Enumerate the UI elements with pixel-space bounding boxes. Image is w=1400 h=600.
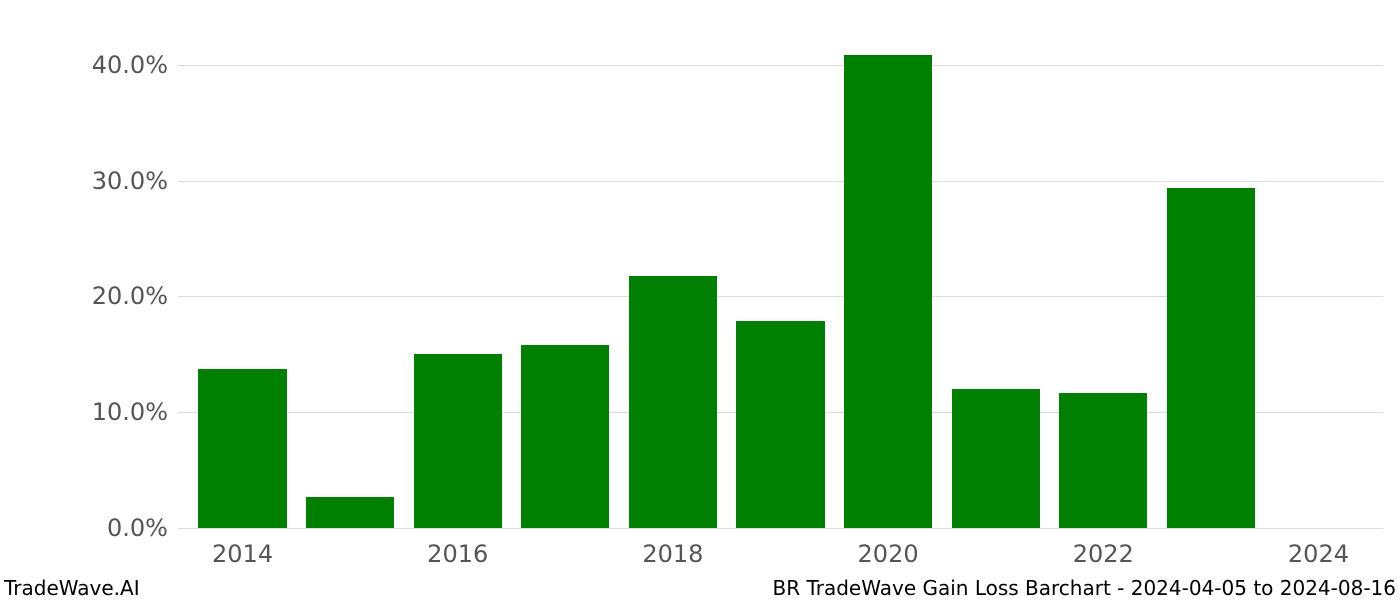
bar: [952, 389, 1040, 528]
y-tick-label: 0.0%: [107, 514, 168, 542]
x-tick-label: 2016: [427, 540, 488, 568]
y-tick-label: 40.0%: [92, 51, 168, 79]
bar: [736, 321, 824, 528]
x-tick-label: 2020: [858, 540, 919, 568]
x-tick-label: 2022: [1073, 540, 1134, 568]
plot-area: [178, 30, 1383, 528]
bar: [414, 354, 502, 528]
bar: [844, 55, 932, 528]
bar: [629, 276, 717, 528]
footer-left-label: TradeWave.AI: [4, 576, 140, 600]
x-tick-label: 2014: [212, 540, 273, 568]
x-tick-label: 2018: [642, 540, 703, 568]
gridline: [178, 65, 1383, 66]
footer-right-label: BR TradeWave Gain Loss Barchart - 2024-0…: [773, 576, 1397, 600]
bar: [198, 369, 286, 528]
gridline: [178, 181, 1383, 182]
chart-figure: TradeWave.AI BR TradeWave Gain Loss Barc…: [0, 0, 1400, 600]
bar: [306, 497, 394, 528]
x-tick-label: 2024: [1288, 540, 1349, 568]
bar: [1167, 188, 1255, 528]
y-tick-label: 10.0%: [92, 398, 168, 426]
y-tick-label: 20.0%: [92, 282, 168, 310]
y-tick-label: 30.0%: [92, 167, 168, 195]
bar: [1059, 393, 1147, 529]
gridline: [178, 528, 1383, 529]
bar: [521, 345, 609, 528]
